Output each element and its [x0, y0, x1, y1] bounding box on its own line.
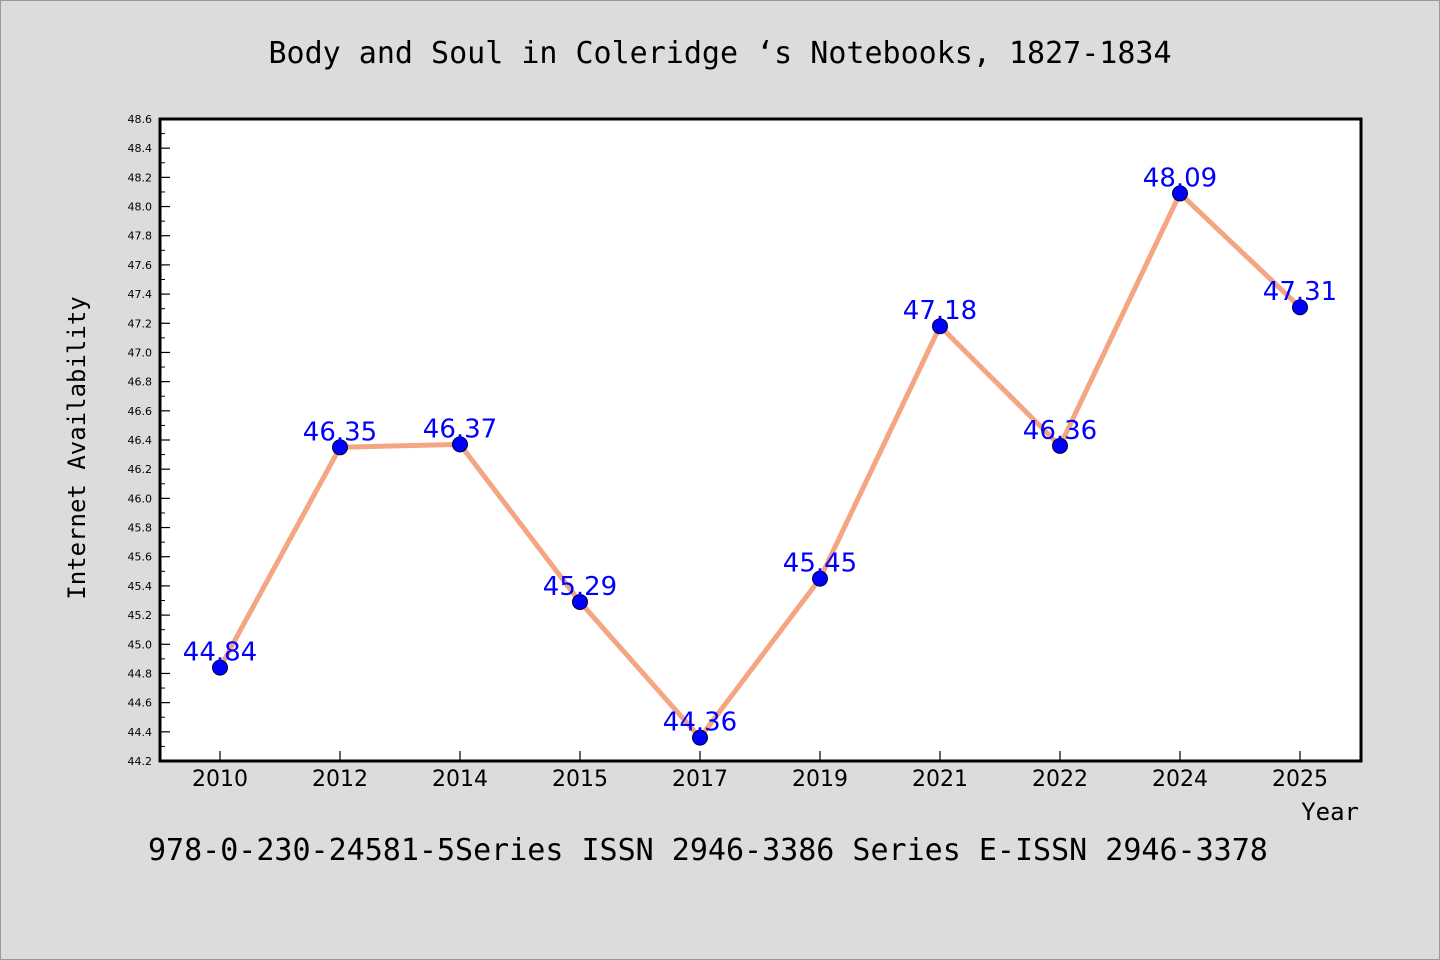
data-point	[572, 593, 588, 610]
y-tick-label: 45.0	[128, 638, 153, 651]
y-tick-label: 46.6	[128, 405, 153, 418]
data-label: 45.29	[543, 572, 617, 602]
x-tick-label: 2015	[552, 767, 608, 792]
data-label: 45.45	[783, 549, 857, 579]
isbn-issn-text: 978-0-230-24581-5Series ISSN 2946-3386 S…	[148, 833, 1268, 868]
x-tick-label: 2017	[672, 767, 728, 792]
x-axis: 2010 2012 2014 2015 2017 2019 2021 2022 2024 2025	[192, 751, 1328, 792]
y-axis-label: Internet Availability	[63, 296, 91, 599]
data-label: 48.09	[1143, 163, 1217, 193]
y-tick-label: 47.0	[128, 346, 153, 359]
data-point	[1172, 185, 1188, 202]
data-point	[692, 729, 708, 746]
y-tick-label: 48.4	[128, 142, 153, 155]
y-tick-label: 45.8	[128, 522, 153, 535]
y-tick-label: 44.4	[128, 726, 153, 739]
data-point	[332, 439, 348, 456]
series-markers	[212, 185, 1308, 746]
y-tick-label: 45.2	[128, 609, 153, 622]
x-tick-label: 2014	[432, 767, 488, 792]
data-label: 44.84	[183, 638, 257, 668]
data-label: 47.18	[903, 296, 977, 326]
data-label: 44.36	[663, 708, 737, 738]
data-label: 46.37	[423, 414, 497, 444]
x-tick-label: 2021	[912, 767, 968, 792]
data-point	[452, 436, 468, 453]
y-tick-label: 48.6	[128, 113, 153, 126]
data-labels: 44.84 46.35 46.37 45.29 44.36 45.45 47.18 46.36…	[183, 163, 1337, 737]
y-tick-label: 45.4	[128, 580, 153, 593]
y-tick-label: 48.2	[128, 171, 153, 184]
x-tick-label: 2010	[192, 767, 248, 792]
data-label: 47.31	[1263, 277, 1337, 307]
data-point	[932, 318, 948, 335]
y-tick-label: 47.6	[128, 259, 153, 272]
chart-title: Body and Soul in Coleridge ‘s Notebooks,…	[268, 36, 1172, 71]
y-tick-label: 48.0	[128, 201, 153, 214]
x-tick-label: 2024	[1152, 767, 1208, 792]
y-tick-label: 44.8	[128, 667, 153, 680]
x-tick-label: 2022	[1032, 767, 1088, 792]
y-tick-label: 47.8	[128, 230, 153, 243]
y-tick-label: 46.4	[128, 434, 153, 447]
y-tick-label: 46.8	[128, 376, 153, 389]
x-tick-label: 2025	[1272, 767, 1328, 792]
y-tick-label: 44.6	[128, 697, 153, 710]
x-tick-label: 2012	[312, 767, 368, 792]
data-label: 46.36	[1023, 416, 1097, 446]
y-tick-label: 46.2	[128, 463, 153, 476]
data-point	[212, 659, 228, 676]
y-tick-label: 46.0	[128, 492, 153, 505]
data-point	[812, 570, 828, 587]
data-point	[1292, 299, 1308, 316]
data-label: 46.35	[303, 417, 377, 447]
y-tick-label: 47.2	[128, 317, 153, 330]
x-tick-label: 2019	[792, 767, 848, 792]
y-tick-label: 47.4	[128, 288, 153, 301]
y-tick-label: 44.2	[128, 755, 153, 768]
x-axis-label: Year	[1301, 798, 1359, 826]
y-tick-label: 45.6	[128, 551, 153, 564]
series-line	[217, 190, 1302, 741]
data-point	[1052, 437, 1068, 454]
y-axis: 44.2 44.4 44.6 44.8 45.0 45.2 45.4 45.6 45.8 46.0…	[128, 113, 170, 768]
